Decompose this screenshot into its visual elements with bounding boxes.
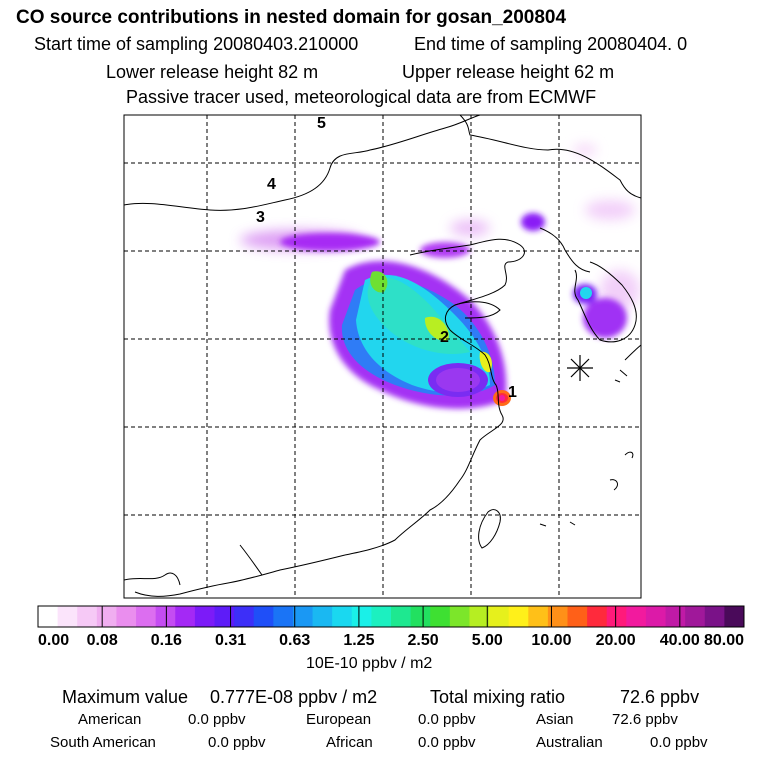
colorbar-swatch — [292, 606, 314, 627]
colorbar-tick-label: 40.00 — [660, 632, 700, 649]
region-value: 0.0 ppbv — [418, 734, 476, 751]
colorbar-swatch — [194, 606, 215, 627]
marker-3: 3 — [256, 209, 265, 226]
marker-4: 4 — [267, 176, 276, 193]
colorbar-tick-label: 80.00 — [704, 632, 744, 649]
colorbar-swatch — [312, 606, 333, 627]
colorbar-swatch — [626, 606, 647, 627]
region-name: European — [306, 711, 372, 728]
total-mixing-ratio-label: Total mixing ratio — [430, 687, 566, 707]
colorbar-swatch — [38, 606, 59, 627]
region-value: 0.0 ppbv — [650, 734, 708, 751]
colorbar-tick-label: 5.00 — [472, 632, 503, 649]
colorbar-swatch — [273, 606, 294, 627]
colorbar-swatch — [567, 606, 588, 627]
asterisk-icon — [567, 355, 593, 381]
colorbar-swatch — [77, 606, 98, 627]
colorbar-tick-label: 0.31 — [215, 632, 246, 649]
colorbar-swatch — [410, 606, 431, 627]
map-frame — [123, 114, 642, 599]
colorbar-swatch — [234, 606, 255, 627]
colorbar — [37, 605, 745, 628]
colorbar-frame — [37, 605, 745, 628]
region-name: Asian — [536, 711, 574, 728]
colorbar-tick-label: 0.00 — [38, 632, 69, 649]
colorbar-swatch — [489, 606, 510, 627]
colorbar-swatch — [116, 606, 137, 627]
colorbar-swatch — [587, 606, 608, 627]
colorbar-swatch — [136, 606, 157, 627]
map-title: CO source contributions in nested domain… — [16, 7, 567, 28]
colorbar-swatch — [391, 606, 412, 627]
colorbar-swatch — [214, 606, 235, 627]
start-time-label: Start time of sampling 20080403.210000 — [34, 34, 359, 54]
info-label: Passive tracer used, meteorological data… — [126, 87, 597, 107]
colorbar-tick-label: 10.00 — [531, 632, 571, 649]
concentration-field — [240, 144, 640, 409]
region-name: South American — [50, 734, 156, 751]
marker-2: 2 — [440, 329, 449, 346]
colorbar-swatch — [508, 606, 529, 627]
colorbar-swatch — [253, 606, 274, 627]
colorbar-tick-label: 20.00 — [596, 632, 636, 649]
region-name: African — [326, 734, 373, 751]
colorbar-swatch — [175, 606, 196, 627]
lat-lon-grid — [124, 115, 641, 598]
colorbar-swatch — [449, 606, 470, 627]
colorbar-swatch — [547, 606, 568, 627]
colorbar-tick-label: 0.16 — [151, 632, 182, 649]
colorbar-swatch — [57, 606, 78, 627]
colorbar-swatch — [155, 606, 176, 627]
colorbar-swatch — [724, 606, 745, 627]
max-value: 0.777E-08 ppbv / m2 — [210, 687, 378, 707]
colorbar-swatch — [351, 606, 372, 627]
region-value: 0.0 ppbv — [188, 711, 246, 728]
coastlines — [124, 115, 641, 597]
colorbar-tick-label: 0.63 — [279, 632, 310, 649]
colorbar-tick-labels: 0.00 0.08 0.16 0.31 0.63 1.25 2.50 5.00 10.00 20.… — [38, 632, 744, 649]
colorbar-tick-label: 2.50 — [408, 632, 439, 649]
region-name: Australian — [536, 734, 603, 751]
region-name: American — [78, 711, 142, 728]
colorbar-tick-label: 0.08 — [87, 632, 118, 649]
upper-release-height-label: Upper release height 62 m — [402, 62, 615, 82]
total-mixing-ratio-value: 72.6 ppbv — [620, 687, 700, 707]
marker-1: 1 — [508, 384, 517, 401]
region-value: 72.6 ppbv — [612, 711, 678, 728]
end-time-label: End time of sampling 20080404. 0 — [414, 34, 688, 54]
colorbar-swatch — [469, 606, 490, 627]
colorbar-swatch — [704, 606, 725, 627]
colorbar-swatch — [528, 606, 549, 627]
region-value: 0.0 ppbv — [208, 734, 266, 751]
colorbar-swatch — [332, 606, 353, 627]
colorbar-swatch — [645, 606, 667, 627]
lower-release-height-label: Lower release height 82 m — [106, 62, 319, 82]
colorbar-swatch — [665, 606, 686, 627]
colorbar-unit: 10E-10 ppbv / m2 — [306, 655, 433, 672]
colorbar-swatch — [96, 606, 117, 627]
region-value: 0.0 ppbv — [418, 711, 476, 728]
colorbar-swatch — [606, 606, 627, 627]
max-value-label: Maximum value — [62, 687, 189, 707]
colorbar-tick-label: 1.25 — [343, 632, 374, 649]
colorbar-swatch — [685, 606, 706, 627]
colorbar-swatch — [430, 606, 451, 627]
marker-5: 5 — [317, 115, 326, 132]
colorbar-swatch — [371, 606, 392, 627]
